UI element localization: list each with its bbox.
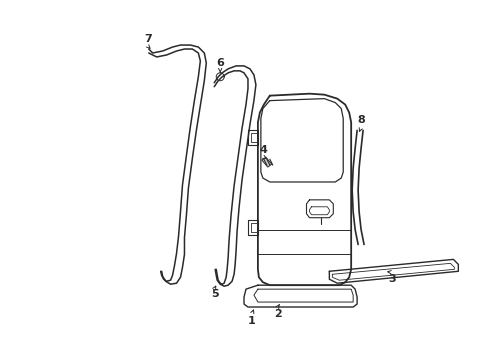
Text: 3: 3 [387, 274, 395, 284]
Text: 1: 1 [247, 316, 255, 326]
Polygon shape [262, 157, 271, 167]
Text: 6: 6 [216, 58, 224, 68]
Text: 7: 7 [143, 34, 151, 44]
Text: 5: 5 [211, 289, 219, 299]
Text: 8: 8 [357, 116, 364, 126]
Text: 2: 2 [273, 309, 281, 319]
Text: 4: 4 [260, 145, 267, 155]
